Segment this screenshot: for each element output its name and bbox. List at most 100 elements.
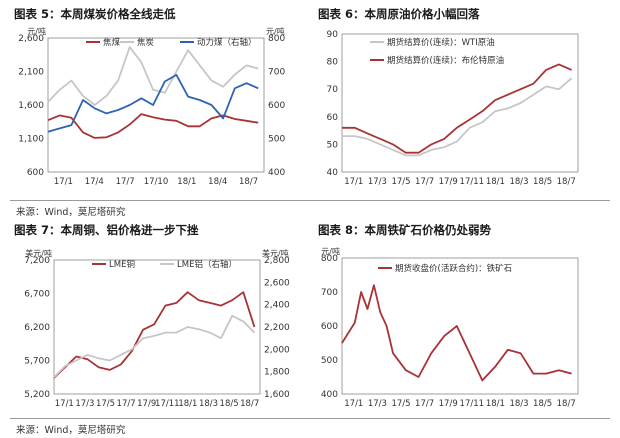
legend-label: 焦煤 [103, 37, 121, 48]
y-right-tick-label: 2,400 [264, 301, 290, 311]
series-line-1 [47, 46, 259, 106]
y-tick-label: 40 [327, 168, 339, 178]
fig5-chart: 2,600 2,100 1,600 1,100 600 800 700 600 500 400 元/… [18, 26, 285, 187]
y-tick-label: 1,600 [18, 101, 44, 111]
y-right-tick-label: 2,200 [264, 323, 290, 333]
fig7-title: 图表 7：本周铜、铝价格进一步下挫 [14, 223, 199, 237]
x-tick-label: 17/7 [117, 399, 136, 409]
x-tick-label: 17/4 [85, 177, 104, 187]
plot-frame [341, 257, 579, 395]
x-tick-label: 18/1 [178, 399, 197, 409]
y-tick-label: 90 [327, 30, 339, 40]
x-tick-label: 17/11 [155, 399, 180, 409]
y-tick-label: 60 [327, 113, 339, 123]
x-tick-label: 17/3 [368, 177, 387, 187]
x-tick-label: 17/7 [415, 399, 434, 409]
y-unit-label: 美元/吨 [25, 248, 52, 258]
y-right-tick-label: 800 [268, 34, 285, 44]
y-tick-label: 7,200 [24, 256, 50, 266]
fig8-title: 图表 8：本周铁矿石价格仍处弱势 [318, 223, 492, 237]
y-right-tick-label: 500 [268, 135, 285, 145]
series-line-0 [47, 113, 259, 139]
y-unit-label: 元/吨 [27, 26, 46, 36]
y-right-unit-label: 美元/吨 [262, 248, 289, 258]
legend-label: LME铝（右轴） [177, 259, 237, 270]
x-tick-label: 17/7 [415, 177, 434, 187]
x-tick-label: 17/7 [116, 177, 135, 187]
x-tick-label: 18/5 [533, 399, 552, 409]
y-tick-label: 700 [321, 288, 338, 298]
y-tick-label: 70 [327, 85, 339, 95]
legend-label: 期货结算价(连续)：布伦特原油 [387, 55, 504, 66]
x-tick-label: 18/3 [199, 399, 218, 409]
y-tick-label: 6,200 [24, 323, 50, 333]
fig7-chart: 7,200 6,700 6,200 5,700 5,200 2,800 2,600 2,400… [24, 248, 290, 409]
legend-label: 期货收盘价(活跃合约)：铁矿石 [395, 263, 512, 274]
y-tick-label: 50 [327, 140, 339, 150]
y-tick-label: 600 [321, 322, 338, 332]
y-right-tick-label: 400 [268, 168, 285, 178]
fig8-chart: 800 700 600 500 400 元/吨 17/1 17/3 17/5 17/7 17/9 17… [321, 246, 579, 409]
x-tick-label: 17/11 [460, 177, 485, 187]
y-tick-label: 2,600 [18, 34, 44, 44]
legend-label: LME铜 [109, 259, 135, 270]
y-right-tick-label: 2,800 [264, 256, 290, 266]
x-tick-label: 17/5 [391, 177, 410, 187]
bottom-source-note: 来源：Wind，莫尼塔研究 [16, 425, 126, 436]
plot-frame [47, 37, 265, 173]
y-tick-label: 6,700 [24, 290, 50, 300]
plot-frame [53, 259, 261, 395]
x-tick-label: 18/5 [533, 177, 552, 187]
series-line-0 [53, 291, 256, 379]
x-tick-label: 17/1 [55, 399, 74, 409]
y-right-tick-label: 600 [268, 101, 285, 111]
x-tick-label: 17/1 [54, 177, 73, 187]
y-right-tick-label: 2,000 [264, 345, 290, 355]
y-right-tick-label: 700 [268, 68, 285, 78]
fig5-title: 图表 5：本周煤炭价格全线走低 [14, 7, 176, 21]
y-tick-label: 5,700 [24, 357, 50, 367]
x-tick-label: 18/4 [208, 177, 227, 187]
x-tick-label: 17/9 [439, 399, 458, 409]
y-tick-label: 400 [321, 390, 338, 400]
x-tick-label: 17/5 [391, 399, 410, 409]
x-tick-label: 17/1 [344, 177, 363, 187]
y-tick-label: 600 [27, 168, 44, 178]
x-tick-label: 18/7 [557, 399, 576, 409]
x-tick-label: 18/7 [239, 177, 258, 187]
x-tick-label: 18/7 [240, 399, 259, 409]
series-line-0 [341, 284, 572, 382]
x-tick-label: 17/1 [344, 399, 363, 409]
legend-label: 焦炭 [137, 37, 155, 48]
x-tick-label: 17/11 [460, 399, 485, 409]
x-tick-label: 17/3 [75, 399, 94, 409]
x-tick-label: 17/5 [96, 399, 115, 409]
plot-frame [341, 33, 579, 173]
y-tick-label: 1,100 [18, 135, 44, 145]
series-line-1 [342, 63, 572, 154]
y-tick-label: 2,100 [18, 68, 44, 78]
x-tick-label: 18/1 [486, 177, 505, 187]
x-tick-label: 18/3 [509, 177, 528, 187]
top-source-note: 来源：Wind，莫尼塔研究 [16, 207, 126, 218]
y-tick-label: 800 [321, 254, 338, 264]
y-unit-label: 元/吨 [321, 246, 340, 256]
bottom-divider [10, 418, 610, 419]
x-tick-label: 17/9 [137, 399, 156, 409]
x-tick-label: 18/5 [220, 399, 239, 409]
y-right-tick-label: 2,600 [264, 278, 290, 288]
legend-label: 动力煤（右轴） [197, 37, 257, 48]
top-divider [10, 200, 610, 201]
legend-label: 期货结算价(连续)：WTI原油 [387, 37, 495, 48]
x-tick-label: 18/3 [509, 399, 528, 409]
y-tick-label: 80 [327, 58, 339, 68]
x-tick-label: 17/9 [439, 177, 458, 187]
x-tick-label: 17/3 [368, 399, 387, 409]
y-right-tick-label: 1,600 [264, 390, 290, 400]
series-line-0 [342, 77, 573, 157]
x-tick-label: 18/1 [486, 399, 505, 409]
x-tick-label: 18/1 [177, 177, 196, 187]
y-tick-label: 5,200 [24, 390, 50, 400]
y-right-tick-label: 1,800 [264, 368, 290, 378]
